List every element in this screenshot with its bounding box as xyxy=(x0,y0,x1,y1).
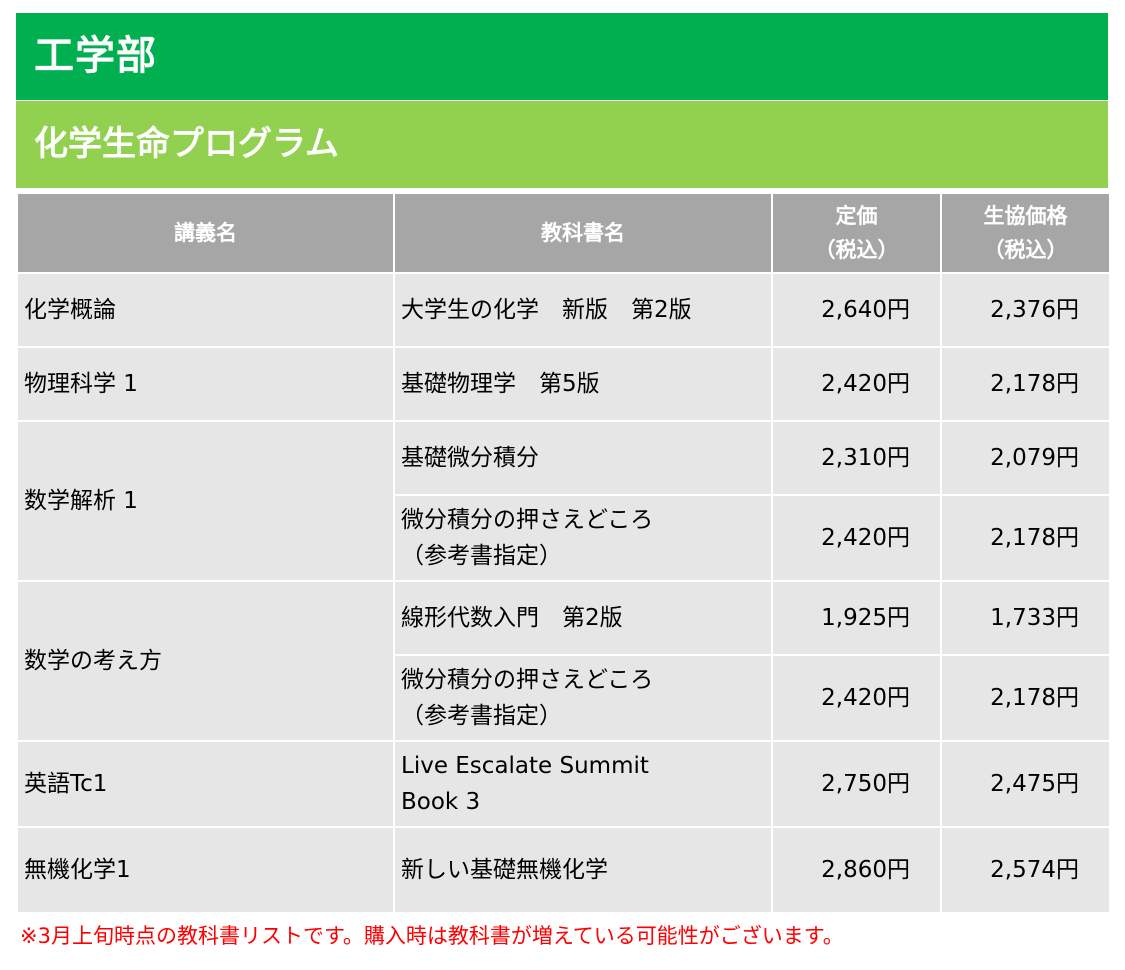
list-price: 2,860円 xyxy=(771,826,942,914)
column-header-coop-price-line1: 生協価格 xyxy=(983,204,1068,228)
column-header-textbook: 教科書名 xyxy=(393,192,773,274)
column-header-list-price: 定価 （税込） xyxy=(771,192,942,274)
course-name: 数学の考え方 xyxy=(16,580,395,742)
table-row: 無機化学1 新しい基礎無機化学 2,860円 2,574円 xyxy=(16,826,1111,914)
textbook-title-line: 微分積分の押さえどころ xyxy=(401,667,654,693)
table-row: 物理科学 1 基礎物理学 第5版 2,420円 2,178円 xyxy=(16,346,1111,422)
coop-price: 2,079円 xyxy=(940,420,1111,496)
textbook-title-line: 微分積分の押さえどころ xyxy=(401,507,654,533)
textbook-title: 新しい基礎無機化学 xyxy=(393,826,773,914)
coop-price: 2,178円 xyxy=(940,346,1111,422)
textbook-table: 講義名 教科書名 定価 （税込） 生協価格 （税込） 化学概論 大学生の化学 新… xyxy=(16,192,1111,914)
list-price: 2,420円 xyxy=(771,346,942,422)
course-name: 無機化学1 xyxy=(16,826,395,914)
textbook-title: 微分積分の押さえどころ （参考書指定） xyxy=(393,654,773,742)
coop-price: 1,733円 xyxy=(940,580,1111,656)
coop-price: 2,376円 xyxy=(940,272,1111,348)
column-header-coop-price: 生協価格 （税込） xyxy=(940,192,1111,274)
list-price: 2,640円 xyxy=(771,272,942,348)
list-price: 1,925円 xyxy=(771,580,942,656)
department-title: 工学部 xyxy=(16,13,1108,100)
list-price: 2,750円 xyxy=(771,740,942,828)
column-header-list-price-line2: （税込） xyxy=(814,238,899,262)
textbook-title-line: （参考書指定） xyxy=(401,703,562,729)
textbook-title: Live Escalate Summit Book 3 xyxy=(393,740,773,828)
textbook-title-line: 大学生の化学 新版 第2版 xyxy=(401,297,692,323)
footnote: ※3月上旬時点の教科書リストです。購入時は教科書が増えている可能性がございます。 xyxy=(20,924,844,948)
column-header-course: 講義名 xyxy=(16,192,395,274)
coop-price: 2,178円 xyxy=(940,654,1111,742)
textbook-title-line: 新しい基礎無機化学 xyxy=(401,857,608,883)
coop-price: 2,574円 xyxy=(940,826,1111,914)
table-row: 化学概論 大学生の化学 新版 第2版 2,640円 2,376円 xyxy=(16,272,1111,348)
table-row: 数学の考え方 線形代数入門 第2版 1,925円 1,733円 xyxy=(16,580,1111,742)
textbook-title: 微分積分の押さえどころ （参考書指定） xyxy=(393,494,773,582)
course-name: 物理科学 1 xyxy=(16,346,395,422)
textbook-title: 線形代数入門 第2版 xyxy=(393,580,773,656)
textbook-title-line: 線形代数入門 第2版 xyxy=(401,605,623,631)
table-header-row: 講義名 教科書名 定価 （税込） 生協価格 （税込） xyxy=(16,192,1111,274)
textbook-title: 基礎微分積分 xyxy=(393,420,773,496)
textbook-title-line: Live Escalate Summit xyxy=(401,753,649,779)
coop-price: 2,178円 xyxy=(940,494,1111,582)
table-row: 微分積分の押さえどころ （参考書指定） 2,420円 2,178円 xyxy=(17,654,1111,742)
table-row: 数学解析 1 基礎微分積分 2,310円 2,079円 xyxy=(16,420,1111,582)
textbook-title: 大学生の化学 新版 第2版 xyxy=(393,272,773,348)
course-name: 化学概論 xyxy=(16,272,395,348)
column-header-coop-price-line2: （税込） xyxy=(983,238,1068,262)
textbook-title: 基礎物理学 第5版 xyxy=(393,346,773,422)
list-price: 2,310円 xyxy=(771,420,942,496)
program-title: 化学生命プログラム xyxy=(16,101,1108,188)
list-price: 2,420円 xyxy=(771,494,942,582)
table-row: 英語Tc1 Live Escalate Summit Book 3 2,750円… xyxy=(16,740,1111,828)
column-header-list-price-line1: 定価 xyxy=(835,204,878,228)
course-name: 数学解析 1 xyxy=(16,420,395,582)
textbook-title-line: （参考書指定） xyxy=(401,543,562,569)
course-name: 英語Tc1 xyxy=(16,740,395,828)
coop-price: 2,475円 xyxy=(940,740,1111,828)
list-price: 2,420円 xyxy=(771,654,942,742)
textbook-title-line: 基礎物理学 第5版 xyxy=(401,371,600,397)
table-row: 微分積分の押さえどころ （参考書指定） 2,420円 2,178円 xyxy=(17,494,1111,582)
textbook-title-line: Book 3 xyxy=(401,789,481,815)
textbook-title-line: 基礎微分積分 xyxy=(401,445,539,471)
